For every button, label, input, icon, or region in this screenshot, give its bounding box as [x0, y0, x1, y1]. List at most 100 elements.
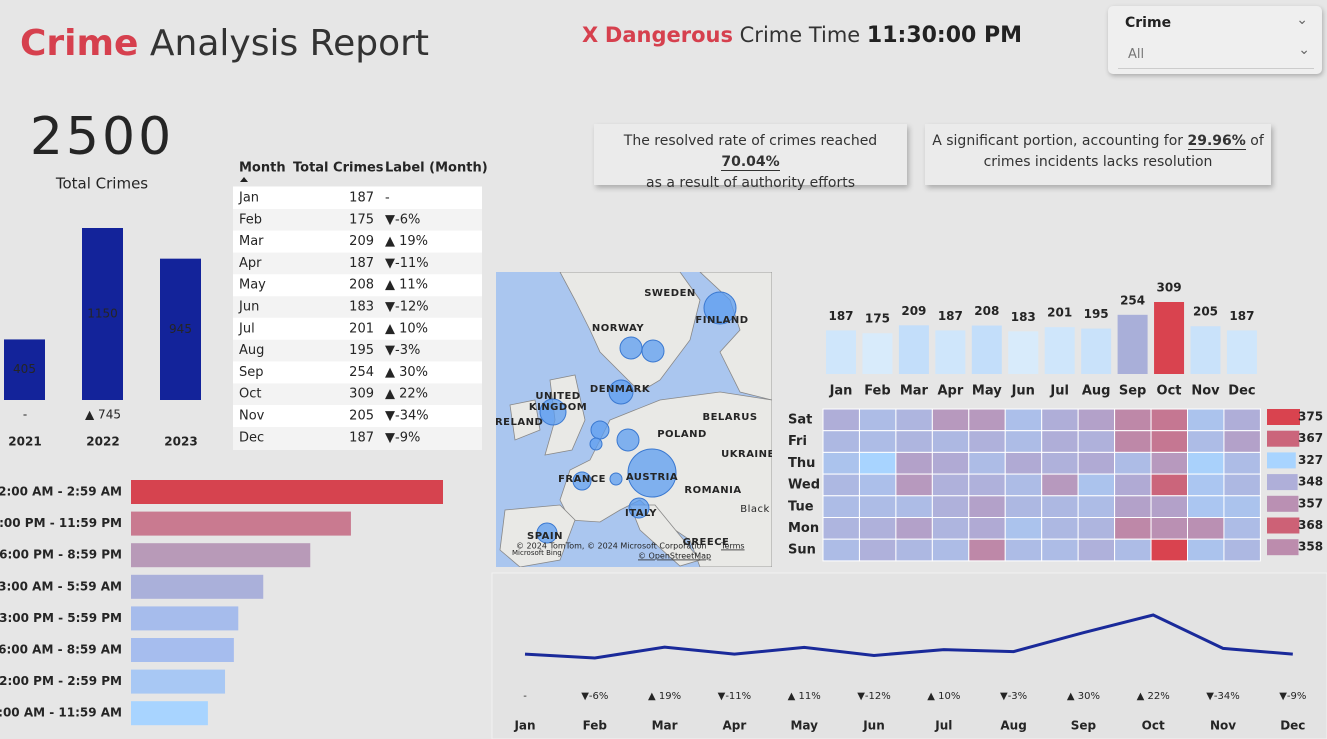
danger-line: X Dangerous Crime Time 11:30:00 PM: [582, 23, 1022, 48]
heat-cell: [1004, 538, 1043, 562]
bar-label: 368: [1298, 518, 1323, 532]
bar: [862, 333, 893, 374]
bubble: [619, 336, 643, 360]
heat-cell: [858, 517, 897, 540]
annotation: ▼-11%: [718, 691, 752, 702]
annotation: ▲ 19%: [648, 691, 681, 702]
title: Crime Analysis Report: [20, 23, 429, 64]
map-label: KINGDOM: [529, 402, 587, 413]
bar: [1044, 327, 1075, 374]
heat-cell: [1004, 495, 1043, 518]
x-tick-label: Mar: [900, 384, 929, 399]
bar: [1267, 474, 1298, 491]
annotation: ▼-6%: [581, 691, 608, 702]
heat-cell: [822, 408, 860, 432]
x-tick-label: Nov: [1210, 719, 1236, 733]
bar: [1267, 452, 1296, 469]
bar-label: 1150: [87, 307, 118, 321]
heat-cell: [1004, 451, 1043, 475]
bar-label: 367: [1298, 431, 1323, 445]
heat-cell: [895, 451, 933, 475]
bar-label: 254: [1120, 293, 1145, 307]
x-tick-label: Sep: [1119, 384, 1147, 399]
x-tick-label: 2022: [86, 435, 119, 449]
table-cell: 187: [349, 191, 374, 206]
map-label: Black: [740, 504, 770, 515]
table-cell: 187: [349, 430, 374, 445]
bubble: [609, 472, 623, 486]
callout-text: as a result of authority efforts: [646, 175, 855, 191]
map-label: POLAND: [657, 429, 707, 440]
bar-label: 183: [1011, 310, 1036, 324]
x-tick-label: Apr: [723, 719, 747, 733]
table-header: Label (Month): [385, 161, 488, 176]
x-tick-label: Oct: [1157, 384, 1182, 399]
x-tick-label: Feb: [864, 384, 890, 399]
bar: [131, 669, 226, 694]
bar: [935, 330, 966, 374]
heat-cell: [1114, 538, 1152, 562]
annotation: ▲ 10%: [927, 691, 960, 702]
bar-label: 187: [828, 309, 853, 323]
sort-icon: [240, 177, 248, 182]
map-link: © OpenStreetMap: [638, 552, 711, 561]
bar: [1081, 328, 1112, 374]
heat-cell: [931, 495, 970, 518]
bubble: [536, 522, 558, 544]
table-cell: Jun: [238, 300, 259, 315]
annotation: -: [523, 691, 527, 702]
bubble: [616, 428, 640, 452]
callout: The resolved rate of crimes reached 70.0…: [594, 124, 907, 191]
heat-cell: [1077, 517, 1116, 540]
bar-label: 208: [974, 304, 999, 318]
annotation: -: [23, 408, 27, 422]
table-header: Total Crimes: [293, 161, 384, 176]
y-tick-label: Sat: [788, 413, 812, 428]
heat-cell: [1077, 430, 1116, 453]
heat-cell: [1150, 430, 1189, 453]
bar: [131, 480, 443, 504]
bar: [131, 574, 264, 599]
heat-cell: [968, 408, 1006, 432]
table-cell: Apr: [239, 256, 262, 271]
bar: [131, 638, 234, 662]
bar-label: 945: [169, 322, 192, 336]
heat-cell: [1223, 495, 1261, 518]
bar: [1117, 314, 1148, 374]
bar: [1267, 517, 1300, 534]
line-panel: [491, 572, 1327, 739]
bubble: [627, 448, 677, 498]
bar-label: 357: [1298, 496, 1323, 510]
map-label: ROMANIA: [684, 485, 741, 496]
dropdown[interactable]: All ⌄: [1118, 42, 1314, 69]
bar: [1267, 495, 1299, 512]
map-logo: Microsoft Bing: [512, 549, 562, 557]
map-label: FRANCE: [558, 474, 606, 485]
bar-label: 405: [13, 362, 36, 376]
chevron: ⌄: [1296, 12, 1308, 28]
bubble: [590, 420, 610, 440]
table-cell: 175: [349, 212, 374, 227]
bubble: [628, 497, 650, 519]
heat-cell: [931, 408, 970, 432]
bar: [1267, 409, 1300, 425]
heat-cell: [858, 408, 897, 432]
table-cell: 195: [349, 343, 374, 358]
table-cell: 309: [349, 387, 374, 402]
heat-cell: [1004, 473, 1043, 497]
table-cell: Nov: [239, 409, 265, 424]
heat-cell: [895, 430, 933, 453]
heat-cell: [895, 495, 933, 518]
map-label: GREECE: [683, 537, 730, 548]
annotation: ▼-3%: [1000, 691, 1027, 702]
y-tick-label: 12:00 AM - 2:59 AM: [0, 485, 122, 499]
y-tick-label: Tue: [788, 499, 814, 514]
heat-cell: [968, 473, 1006, 497]
slicer[interactable]: Crime ⌄ All ⌄: [1108, 6, 1322, 74]
table-header: Month: [239, 161, 286, 176]
callout-text: of: [1250, 133, 1264, 149]
table-cell: ▲ 11%: [385, 278, 428, 293]
callout-value: 70.04%: [721, 154, 780, 171]
table-cell: ▲ 22%: [385, 387, 428, 402]
